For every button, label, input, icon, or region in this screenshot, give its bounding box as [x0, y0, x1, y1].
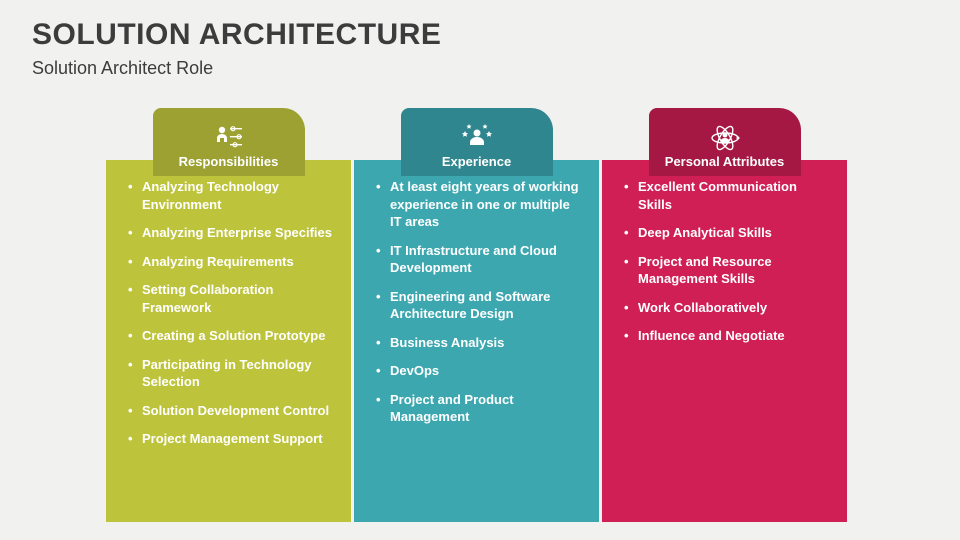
list-item: Influence and Negotiate — [624, 327, 833, 345]
list-item: Analyzing Enterprise Specifies — [128, 224, 337, 242]
column-tab-label: Experience — [442, 155, 511, 170]
list-item: Business Analysis — [376, 334, 585, 352]
column-tab-2: Personal Attributes — [649, 108, 801, 176]
list-item: Project and Product Management — [376, 391, 585, 426]
list-item: Creating a Solution Prototype — [128, 327, 337, 345]
column-tab-label: Responsibilities — [179, 155, 279, 170]
list-item: Analyzing Requirements — [128, 253, 337, 271]
list-item: Analyzing Technology Environment — [128, 178, 337, 213]
list-item: Work Collaboratively — [624, 299, 833, 317]
column-2: Personal AttributesExcellent Communicati… — [602, 160, 847, 522]
column-0: ResponsibilitiesAnalyzing Technology Env… — [106, 160, 351, 522]
responsibilities-icon — [212, 123, 246, 153]
list-item: Participating in Technology Selection — [128, 356, 337, 391]
list-item: Project Management Support — [128, 430, 337, 448]
list-item: Solution Development Control — [128, 402, 337, 420]
column-tab-label: Personal Attributes — [665, 155, 784, 170]
column-tab-1: Experience — [401, 108, 553, 176]
column-list: At least eight years of working experien… — [376, 178, 585, 426]
attributes-icon — [709, 123, 741, 153]
list-item: At least eight years of working experien… — [376, 178, 585, 231]
list-item: DevOps — [376, 362, 585, 380]
experience-icon — [457, 123, 497, 153]
list-item: Excellent Communication Skills — [624, 178, 833, 213]
page-subtitle: Solution Architect Role — [32, 58, 213, 79]
columns-container: ResponsibilitiesAnalyzing Technology Env… — [106, 160, 847, 522]
page-title: SOLUTION ARCHITECTURE — [32, 18, 441, 52]
list-item: Setting Collaboration Framework — [128, 281, 337, 316]
column-tab-0: Responsibilities — [153, 108, 305, 176]
column-1: ExperienceAt least eight years of workin… — [354, 160, 599, 522]
list-item: Engineering and Software Architecture De… — [376, 288, 585, 323]
list-item: Deep Analytical Skills — [624, 224, 833, 242]
list-item: IT Infrastructure and Cloud Development — [376, 242, 585, 277]
list-item: Project and Resource Management Skills — [624, 253, 833, 288]
column-list: Excellent Communication Skills Deep Analy… — [624, 178, 833, 345]
column-list: Analyzing Technology Environment Analyzin… — [128, 178, 337, 448]
